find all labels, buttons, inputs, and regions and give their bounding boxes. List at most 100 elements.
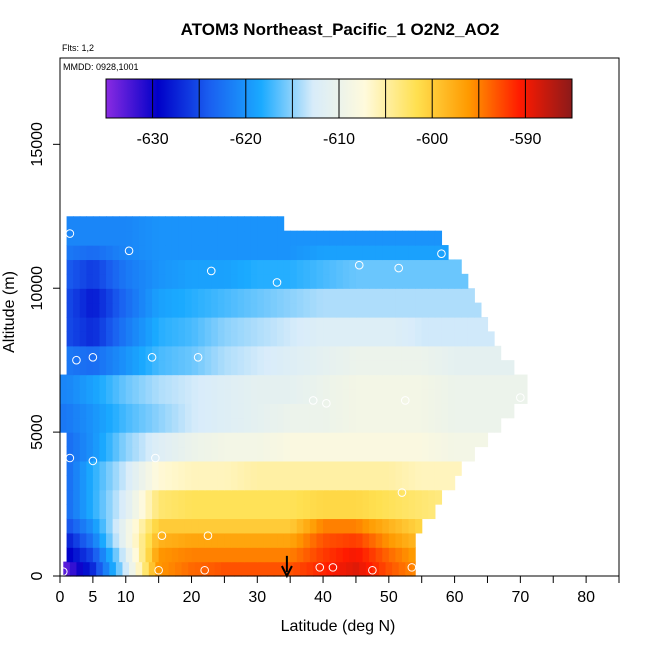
heatmap-cell <box>191 403 199 419</box>
heatmap-cell <box>448 388 456 404</box>
heatmap-cell <box>224 403 232 419</box>
heatmap-cell <box>487 374 495 390</box>
heatmap-cell <box>217 417 226 433</box>
heatmap-cell <box>132 216 140 232</box>
heatmap-cell <box>349 432 357 448</box>
heatmap-cell <box>148 561 156 577</box>
heatmap-cell <box>329 489 337 505</box>
heatmap-cell <box>270 245 278 261</box>
heatmap-cell <box>369 460 377 476</box>
heatmap-cell <box>398 561 406 577</box>
heatmap-cell <box>408 317 416 332</box>
heatmap-cell <box>191 216 199 232</box>
heatmap-cell <box>257 403 265 419</box>
heatmap-cell <box>480 374 489 390</box>
heatmap-cell <box>250 475 258 491</box>
heatmap-cell <box>237 317 245 332</box>
heatmap-cell <box>106 216 114 232</box>
heatmap-cell <box>79 518 87 534</box>
heatmap-cell <box>375 273 383 289</box>
heatmap-cell <box>178 475 186 491</box>
heatmap-cell <box>290 417 298 433</box>
heatmap-cell <box>500 360 508 376</box>
heatmap-cell <box>86 460 94 476</box>
heatmap-cell <box>92 388 101 404</box>
heatmap-cell <box>263 518 272 534</box>
heatmap-cell <box>230 489 239 505</box>
heatmap-cell <box>86 230 94 246</box>
heatmap-cell <box>152 403 160 419</box>
heatmap-cell <box>375 417 383 433</box>
heatmap-cell <box>296 504 304 520</box>
heatmap-cell <box>184 345 193 361</box>
heatmap-cell <box>434 331 443 347</box>
heatmap-cell <box>316 475 324 491</box>
heatmap-cell <box>224 432 232 448</box>
heatmap-cell <box>257 302 265 318</box>
heatmap-cell <box>106 273 114 289</box>
heatmap-cell <box>342 230 350 246</box>
heatmap-cell <box>408 259 416 275</box>
heatmap-cell <box>296 360 304 376</box>
heatmap-cell <box>309 446 318 462</box>
heatmap-cell <box>230 460 239 476</box>
heatmap-cell <box>434 288 443 304</box>
y-axis-label: Altitude (m) <box>1 271 18 353</box>
heatmap-cell <box>138 417 147 433</box>
heatmap-cell <box>230 245 239 261</box>
heatmap-cell <box>382 547 390 563</box>
heatmap-cell <box>395 532 403 548</box>
heatmap-cell <box>316 245 324 261</box>
heatmap-cell <box>198 317 206 332</box>
heatmap-cell <box>375 460 383 476</box>
heatmap-cell <box>355 504 364 520</box>
heatmap-cell <box>309 417 318 433</box>
heatmap-cell <box>303 288 311 304</box>
heatmap-cell <box>487 360 495 376</box>
heatmap-cell <box>296 230 304 246</box>
heatmap-cell <box>283 475 291 491</box>
heatmap-cell <box>171 245 179 261</box>
heatmap-cell <box>96 561 104 577</box>
heatmap-cell <box>198 288 206 304</box>
heatmap-cell <box>211 460 219 476</box>
heatmap-cell <box>217 460 226 476</box>
heatmap-cell <box>273 561 281 577</box>
heatmap-cell <box>217 273 226 289</box>
heatmap-cell <box>207 561 216 577</box>
heatmap-cell <box>106 245 114 261</box>
heatmap-cell <box>309 345 318 361</box>
heatmap-cell <box>198 446 206 462</box>
heatmap-cell <box>244 273 252 289</box>
heatmap-cell <box>86 273 94 289</box>
heatmap-cell <box>86 259 94 275</box>
heatmap-cell <box>395 360 403 376</box>
heatmap-cell <box>106 518 114 534</box>
heatmap-cell <box>349 403 357 419</box>
heatmap-cell <box>421 403 429 419</box>
heatmap-cell <box>79 230 87 246</box>
heatmap-cell <box>355 288 364 304</box>
heatmap-cell <box>309 403 318 419</box>
heatmap-cell <box>214 561 222 577</box>
heatmap-cell <box>283 532 291 548</box>
heatmap-cell <box>244 288 252 304</box>
heatmap-cell <box>454 374 462 390</box>
heatmap-cell <box>152 475 160 491</box>
heatmap-cell <box>165 230 173 246</box>
heatmap-cell <box>184 245 193 261</box>
heatmap-cell <box>507 374 515 390</box>
heatmap-cell <box>217 504 226 520</box>
heatmap-cell <box>165 504 173 520</box>
heatmap-cell <box>263 245 272 261</box>
heatmap-cell <box>165 345 173 361</box>
heatmap-cell <box>184 532 193 548</box>
heatmap-cell <box>217 360 226 376</box>
heatmap-cell <box>191 345 199 361</box>
heatmap-cell <box>283 360 291 376</box>
heatmap-cell <box>244 259 252 275</box>
heatmap-cell <box>349 288 357 304</box>
heatmap-cell <box>296 374 304 390</box>
heatmap-cell <box>257 532 265 548</box>
